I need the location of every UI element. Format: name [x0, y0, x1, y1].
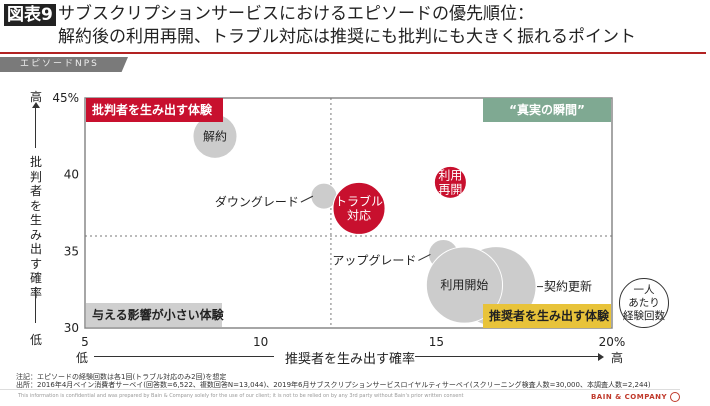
y-tick-label: 30	[64, 321, 79, 335]
x-tick-label: 10	[253, 335, 268, 349]
bubble-label: 再開	[438, 182, 462, 196]
title-divider	[0, 52, 706, 54]
bain-logo-icon	[670, 392, 680, 402]
x-tick-label: 15	[429, 335, 444, 349]
y-axis-title-char: 判	[29, 169, 42, 184]
bubble-label: アップグレード	[332, 253, 416, 267]
section-tab: エピソードNPS	[0, 57, 128, 72]
bubble-label: 解約	[203, 128, 227, 143]
bubble-トラブル対応	[332, 181, 386, 235]
x-arrow-head	[598, 353, 604, 361]
footer-divider	[0, 389, 680, 390]
bubble-size-legend: 一人 あたり 経験回数	[619, 278, 669, 328]
x-tick-label: 5	[81, 335, 89, 349]
legend-line-1: 一人	[633, 284, 655, 296]
legend-line-3: 経験回数	[623, 310, 665, 322]
x-axis-title: 推奨者を生み出す確率	[285, 352, 416, 367]
page-title-line2: 解約後の利用再開、トラブル対応は推奨にも批判にも大きく振れるポイント	[58, 27, 636, 47]
x-low-label: 低	[76, 351, 89, 365]
y-axis-title-char: み	[29, 227, 42, 242]
page-title-line1: サブスクリプションサービスにおけるエピソードの優先順位：	[58, 4, 534, 24]
y-axis-title-char: 確	[29, 271, 42, 285]
y-arrow-head	[32, 102, 40, 108]
plot-frame	[84, 97, 613, 329]
quadrant-label-moment-of-truth: “真実の瞬間”	[483, 98, 611, 122]
y-arrow-line-low	[35, 287, 36, 323]
bubble-label: ダウングレード	[215, 194, 299, 209]
bubble-label: 対応	[347, 208, 371, 222]
y-axis-title-char: 者	[29, 184, 42, 198]
y-arrow-up	[35, 104, 36, 148]
source-text: 出所：2016年4月ベイン消費者サーベイ(回答数=6,522、複数回答N=13,…	[16, 381, 651, 389]
note-text: 注記：エピソードの経験回数は各1回(トラブル対応のみ2回)を想定	[16, 373, 227, 381]
legend-line-2: あたり	[628, 297, 660, 309]
bubble-利用再開	[433, 165, 467, 199]
y-tick-label: 40	[64, 168, 79, 182]
bubble-label: 契約更新	[544, 279, 592, 294]
bubble-label: 利用	[438, 168, 462, 182]
confidentiality-disclaimer: This information is confidential and was…	[18, 393, 464, 399]
x-tick-label: 20%	[599, 335, 626, 349]
brand-name: BAIN & COMPANY	[590, 393, 668, 401]
y-axis-title: 批判者を生み出す確率	[28, 155, 44, 300]
brand-logo: BAIN & COMPANY	[591, 392, 680, 402]
x-arrow-line-left	[94, 356, 274, 357]
quadrant-label-critics: 批判者を生み出す体験	[86, 98, 223, 122]
bubble-label: トラブル	[335, 193, 383, 208]
y-tick-label: 45%	[52, 91, 79, 105]
leader-line	[418, 253, 431, 261]
x-arrow-line-right	[415, 356, 600, 357]
y-low-label: 低	[29, 333, 42, 347]
y-tick-label: 35	[64, 244, 79, 258]
figure-badge: 図表9	[4, 4, 56, 26]
y-axis-title-char: 批	[29, 155, 42, 169]
quadrant-label-promoters: 推奨者を生み出す体験	[483, 304, 611, 328]
y-axis-title-char: 出	[29, 242, 42, 256]
y-axis-title-char: す	[29, 256, 42, 271]
bubble-label: 利用開始	[440, 278, 488, 292]
y-high-label: 高	[29, 90, 42, 104]
leader-line	[300, 195, 314, 203]
quadrant-label-low-impact: 与える影響が小さい体験	[86, 303, 224, 327]
y-axis-title-char: 生	[29, 213, 42, 227]
y-axis-title-char: を	[29, 198, 42, 213]
x-high-label: 高	[611, 351, 624, 365]
